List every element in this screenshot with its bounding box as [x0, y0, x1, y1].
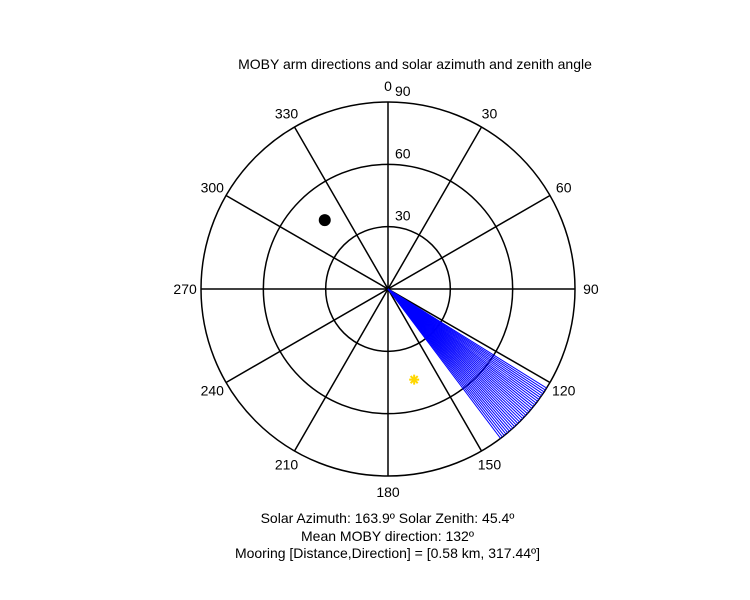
angle-label-210: 210	[275, 457, 299, 473]
arm-direction-line	[387, 288, 501, 439]
angle-label-120: 120	[552, 382, 576, 398]
angle-label-330: 330	[275, 105, 299, 121]
angle-label-270: 270	[173, 281, 197, 297]
angle-label-300: 300	[201, 180, 225, 196]
plot-title: MOBY arm directions and solar azimuth an…	[238, 56, 592, 72]
sun-marker	[409, 374, 420, 385]
angle-label-240: 240	[201, 382, 225, 398]
caption-mooring: Mooring [Distance,Direction] = [0.58 km,…	[234, 545, 541, 561]
markers	[318, 214, 420, 385]
caption-mean-direction: Mean MOBY direction: 132º	[301, 528, 474, 544]
sun-marker-stroke	[409, 375, 419, 384]
radial-label-30: 30	[395, 208, 411, 224]
angle-label-0: 0	[384, 78, 392, 94]
radial-label-60: 60	[395, 145, 411, 161]
angle-label-30: 30	[482, 105, 498, 121]
caption-solar: Solar Azimuth: 163.9º Solar Zenith: 45.4…	[260, 510, 515, 526]
arm-direction-lines	[387, 288, 547, 439]
mooring-marker	[318, 214, 331, 227]
angle-label-150: 150	[478, 457, 502, 473]
angle-label-60: 60	[556, 180, 572, 196]
tick-labels: 0 30 60 90 120 150 180 210 240 270 300 330 30 60 90	[173, 78, 598, 500]
angle-label-180: 180	[376, 484, 400, 500]
radial-label-90: 90	[395, 83, 411, 99]
angle-label-90: 90	[583, 281, 599, 297]
